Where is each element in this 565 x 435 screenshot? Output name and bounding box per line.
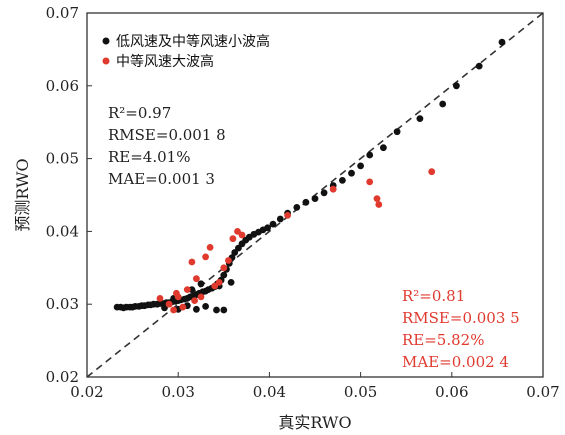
- data-point-series-2: [179, 303, 187, 311]
- data-point-series-1: [380, 144, 387, 152]
- data-point-series-2: [373, 195, 381, 203]
- data-point-series-1: [293, 204, 301, 211]
- legend-marker-series-2: [102, 57, 110, 65]
- data-point-series-2: [173, 289, 180, 297]
- legend-label-series-1: 低风速及中等风速小波高: [116, 33, 270, 50]
- data-point-series-1: [269, 220, 277, 228]
- data-point-series-1: [357, 162, 364, 170]
- y-axis-title: 预测RWO: [13, 158, 32, 231]
- data-point-series-2: [366, 178, 374, 186]
- data-point-series-1: [220, 271, 228, 279]
- y-axis-ticks: 0.02 0.03 0.04 0.05 0.06 0.07: [46, 4, 92, 386]
- y-tick-label: 0.03: [46, 295, 79, 313]
- stats-annotation-black: R²=0.97 RMSE=0.001 8 RE=4.01% MAE=0.001 …: [108, 104, 226, 188]
- data-point-series-1: [197, 280, 205, 288]
- data-point-series-1: [220, 306, 228, 314]
- data-point-series-1: [498, 38, 506, 46]
- stat-rmse: RMSE=0.003 5: [402, 309, 520, 327]
- stat-mae: MAE=0.002 4: [402, 353, 509, 371]
- data-point-series-2: [202, 253, 210, 261]
- y-tick-label: 0.02: [46, 368, 79, 386]
- x-tick-label: 0.06: [435, 383, 468, 401]
- data-point-series-1: [161, 304, 168, 312]
- data-point-series-2: [220, 264, 228, 272]
- data-point-series-2: [215, 279, 223, 286]
- stat-re: RE=5.82%: [402, 331, 484, 349]
- data-point-series-2: [170, 306, 178, 314]
- data-point-series-1: [311, 195, 319, 203]
- data-point-series-1: [276, 215, 284, 223]
- legend: 低风速及中等风速小波高 中等风速大波高: [102, 33, 270, 70]
- data-point-series-1: [339, 177, 346, 184]
- data-point-series-1: [202, 303, 210, 310]
- data-point-series-1: [348, 169, 355, 177]
- legend-marker-series-1: [102, 37, 110, 45]
- data-point-series-1: [453, 82, 460, 90]
- stat-r2: R²=0.97: [108, 104, 171, 122]
- data-point-series-1: [439, 100, 447, 108]
- data-point-series-1: [302, 198, 310, 206]
- stat-mae: MAE=0.001 3: [108, 170, 215, 188]
- data-point-series-1: [213, 306, 220, 314]
- data-point-series-1: [366, 151, 374, 159]
- data-point-series-1: [393, 128, 401, 136]
- data-point-series-2: [193, 275, 200, 283]
- stats-annotation-red: R²=0.81 RMSE=0.003 5 RE=5.82% MAE=0.002 …: [402, 287, 520, 371]
- data-point-series-1: [193, 305, 200, 313]
- data-point-series-2: [191, 297, 199, 304]
- data-point-series-2: [206, 244, 214, 251]
- y-tick-label: 0.06: [46, 77, 79, 95]
- x-tick-label: 0.02: [70, 383, 103, 401]
- plot-area: [86, 12, 544, 378]
- data-point-series-1: [320, 189, 328, 197]
- x-axis-ticks: 0.02 0.03 0.04 0.05 0.06 0.07: [70, 372, 560, 401]
- stat-re: RE=4.01%: [108, 148, 190, 166]
- data-points: [113, 38, 506, 314]
- y-tick-label: 0.04: [46, 222, 79, 240]
- y-tick-label: 0.07: [46, 4, 79, 22]
- data-point-series-2: [329, 185, 337, 193]
- data-point-series-2: [238, 231, 246, 239]
- legend-label-series-2: 中等风速大波高: [116, 53, 214, 70]
- x-tick-label: 0.03: [161, 383, 194, 401]
- data-point-series-2: [165, 300, 173, 308]
- data-point-series-1: [416, 115, 424, 122]
- stat-rmse: RMSE=0.001 8: [108, 126, 226, 144]
- data-point-series-2: [225, 257, 232, 264]
- x-tick-label: 0.07: [526, 383, 559, 401]
- data-point-series-2: [375, 201, 383, 208]
- x-tick-label: 0.05: [344, 383, 377, 401]
- data-point-series-2: [183, 286, 191, 293]
- data-point-series-2: [197, 293, 205, 301]
- x-tick-label: 0.04: [253, 383, 286, 401]
- data-point-series-1: [475, 62, 483, 70]
- x-axis-title: 真实RWO: [278, 413, 351, 432]
- data-point-series-1: [264, 224, 271, 232]
- data-point-series-2: [428, 168, 436, 176]
- stat-r2: R²=0.81: [402, 287, 465, 305]
- reference-line: [86, 12, 544, 378]
- data-point-series-2: [284, 212, 291, 219]
- y-tick-label: 0.05: [46, 150, 79, 168]
- data-point-series-2: [156, 295, 164, 302]
- data-point-series-2: [229, 235, 237, 243]
- data-point-series-2: [188, 258, 196, 266]
- data-point-series-1: [227, 279, 235, 286]
